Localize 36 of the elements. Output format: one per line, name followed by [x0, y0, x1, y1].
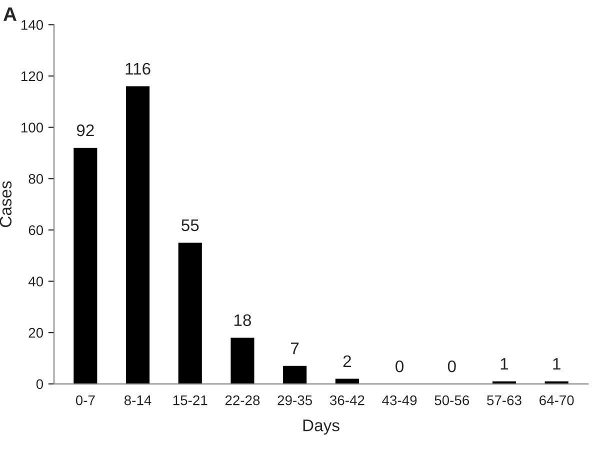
x-tick-label: 50-56: [434, 395, 470, 406]
bar: [283, 366, 307, 384]
data-label: 1: [500, 358, 508, 370]
y-tick-label: 80: [28, 174, 44, 184]
y-tick-label: 0: [36, 379, 44, 390]
x-tick-label: 15-21: [173, 395, 208, 406]
x-tick-label: 22-28: [225, 395, 260, 406]
data-label: 1: [553, 358, 560, 370]
data-label: 55: [182, 220, 199, 232]
x-tick-label: 43-49: [382, 395, 417, 406]
data-label: 0: [396, 360, 404, 372]
y-axis-title: Cases: [0, 181, 12, 228]
y-tick-label: 120: [21, 71, 44, 82]
x-tick-label: 57-63: [487, 395, 522, 406]
y-tick-label: 100: [21, 122, 44, 132]
y-tick-label: 60: [28, 225, 44, 236]
x-tick-label: 8-14: [124, 395, 152, 406]
x-tick-label: 29-35: [278, 395, 312, 406]
data-label: 92: [76, 124, 94, 136]
x-tick-label: 0-7: [76, 395, 95, 406]
data-label: 18: [234, 314, 252, 326]
chart-title: A: [3, 7, 17, 21]
x-axis-title: Days: [303, 420, 340, 435]
x-tick-label: 64-70: [540, 395, 574, 406]
data-label: 116: [126, 62, 150, 75]
bar: [126, 86, 150, 384]
y-tick-label: 20: [28, 328, 44, 338]
data-label: 0: [448, 360, 456, 372]
x-tick-label: 36-42: [330, 395, 364, 406]
bar: [230, 338, 254, 384]
data-label: 7: [291, 342, 299, 354]
bar: [178, 242, 202, 384]
y-tick-label: 140: [21, 20, 44, 30]
y-tick-label: 40: [28, 276, 44, 286]
bar: [74, 148, 98, 384]
data-label: 2: [343, 355, 351, 367]
